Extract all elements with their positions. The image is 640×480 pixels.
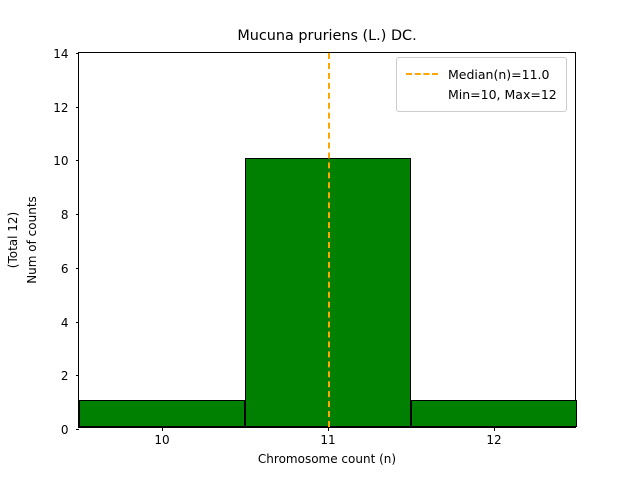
x-axis-label: Chromosome count (n) xyxy=(257,452,397,466)
x-tick-mark xyxy=(494,427,495,431)
y-tick-mark: 4 xyxy=(61,316,79,330)
y-tick-mark: 12 xyxy=(53,101,79,115)
x-tick-label: 12 xyxy=(486,433,502,447)
y-tick-label: 10 xyxy=(53,154,69,169)
y-tick-label: 2 xyxy=(60,369,69,384)
legend-dashed-line-icon xyxy=(406,73,438,75)
x-tick-mark xyxy=(328,427,329,431)
y-tick-label: 4 xyxy=(60,315,69,330)
y-tick-label: 14 xyxy=(53,47,69,61)
legend-dashed-line-icon xyxy=(406,93,438,95)
median-line xyxy=(328,53,330,427)
x-tick-mark xyxy=(162,427,163,431)
legend-entry: Min=10, Max=12 xyxy=(406,84,557,104)
legend-label: Min=10, Max=12 xyxy=(448,86,557,102)
y-axis-label-total: (Total 12) xyxy=(6,211,20,269)
bar xyxy=(79,400,245,427)
x-tick-label: 10 xyxy=(154,433,170,447)
y-tick-mark: 6 xyxy=(61,262,79,276)
legend: Median(n)=11.0 Min=10, Max=12 xyxy=(396,57,567,112)
plot-area: 0 2 4 6 8 10 12 14 10 11 12 xyxy=(53,47,577,447)
y-tick-mark: 10 xyxy=(53,154,79,168)
y-axis-label-group: Num of counts (Total 12) xyxy=(0,52,44,428)
legend-label: Median(n)=11.0 xyxy=(448,66,550,82)
legend-entry: Median(n)=11.0 xyxy=(406,64,557,84)
y-tick-label: 6 xyxy=(60,261,69,276)
y-tick-mark: 8 xyxy=(61,208,79,222)
y-tick-mark: 2 xyxy=(61,369,79,383)
x-tick-label: 11 xyxy=(320,433,336,447)
y-tick-label: 12 xyxy=(53,100,69,115)
y-axis-label: Num of counts xyxy=(25,196,39,284)
chart-title: Mucuna pruriens (L.) DC. xyxy=(237,28,417,44)
bar xyxy=(411,400,577,427)
y-tick-mark: 0 xyxy=(61,423,79,437)
y-tick-label: 8 xyxy=(60,208,69,223)
y-tick-mark: 14 xyxy=(53,47,79,61)
y-tick-label: 0 xyxy=(60,423,69,437)
